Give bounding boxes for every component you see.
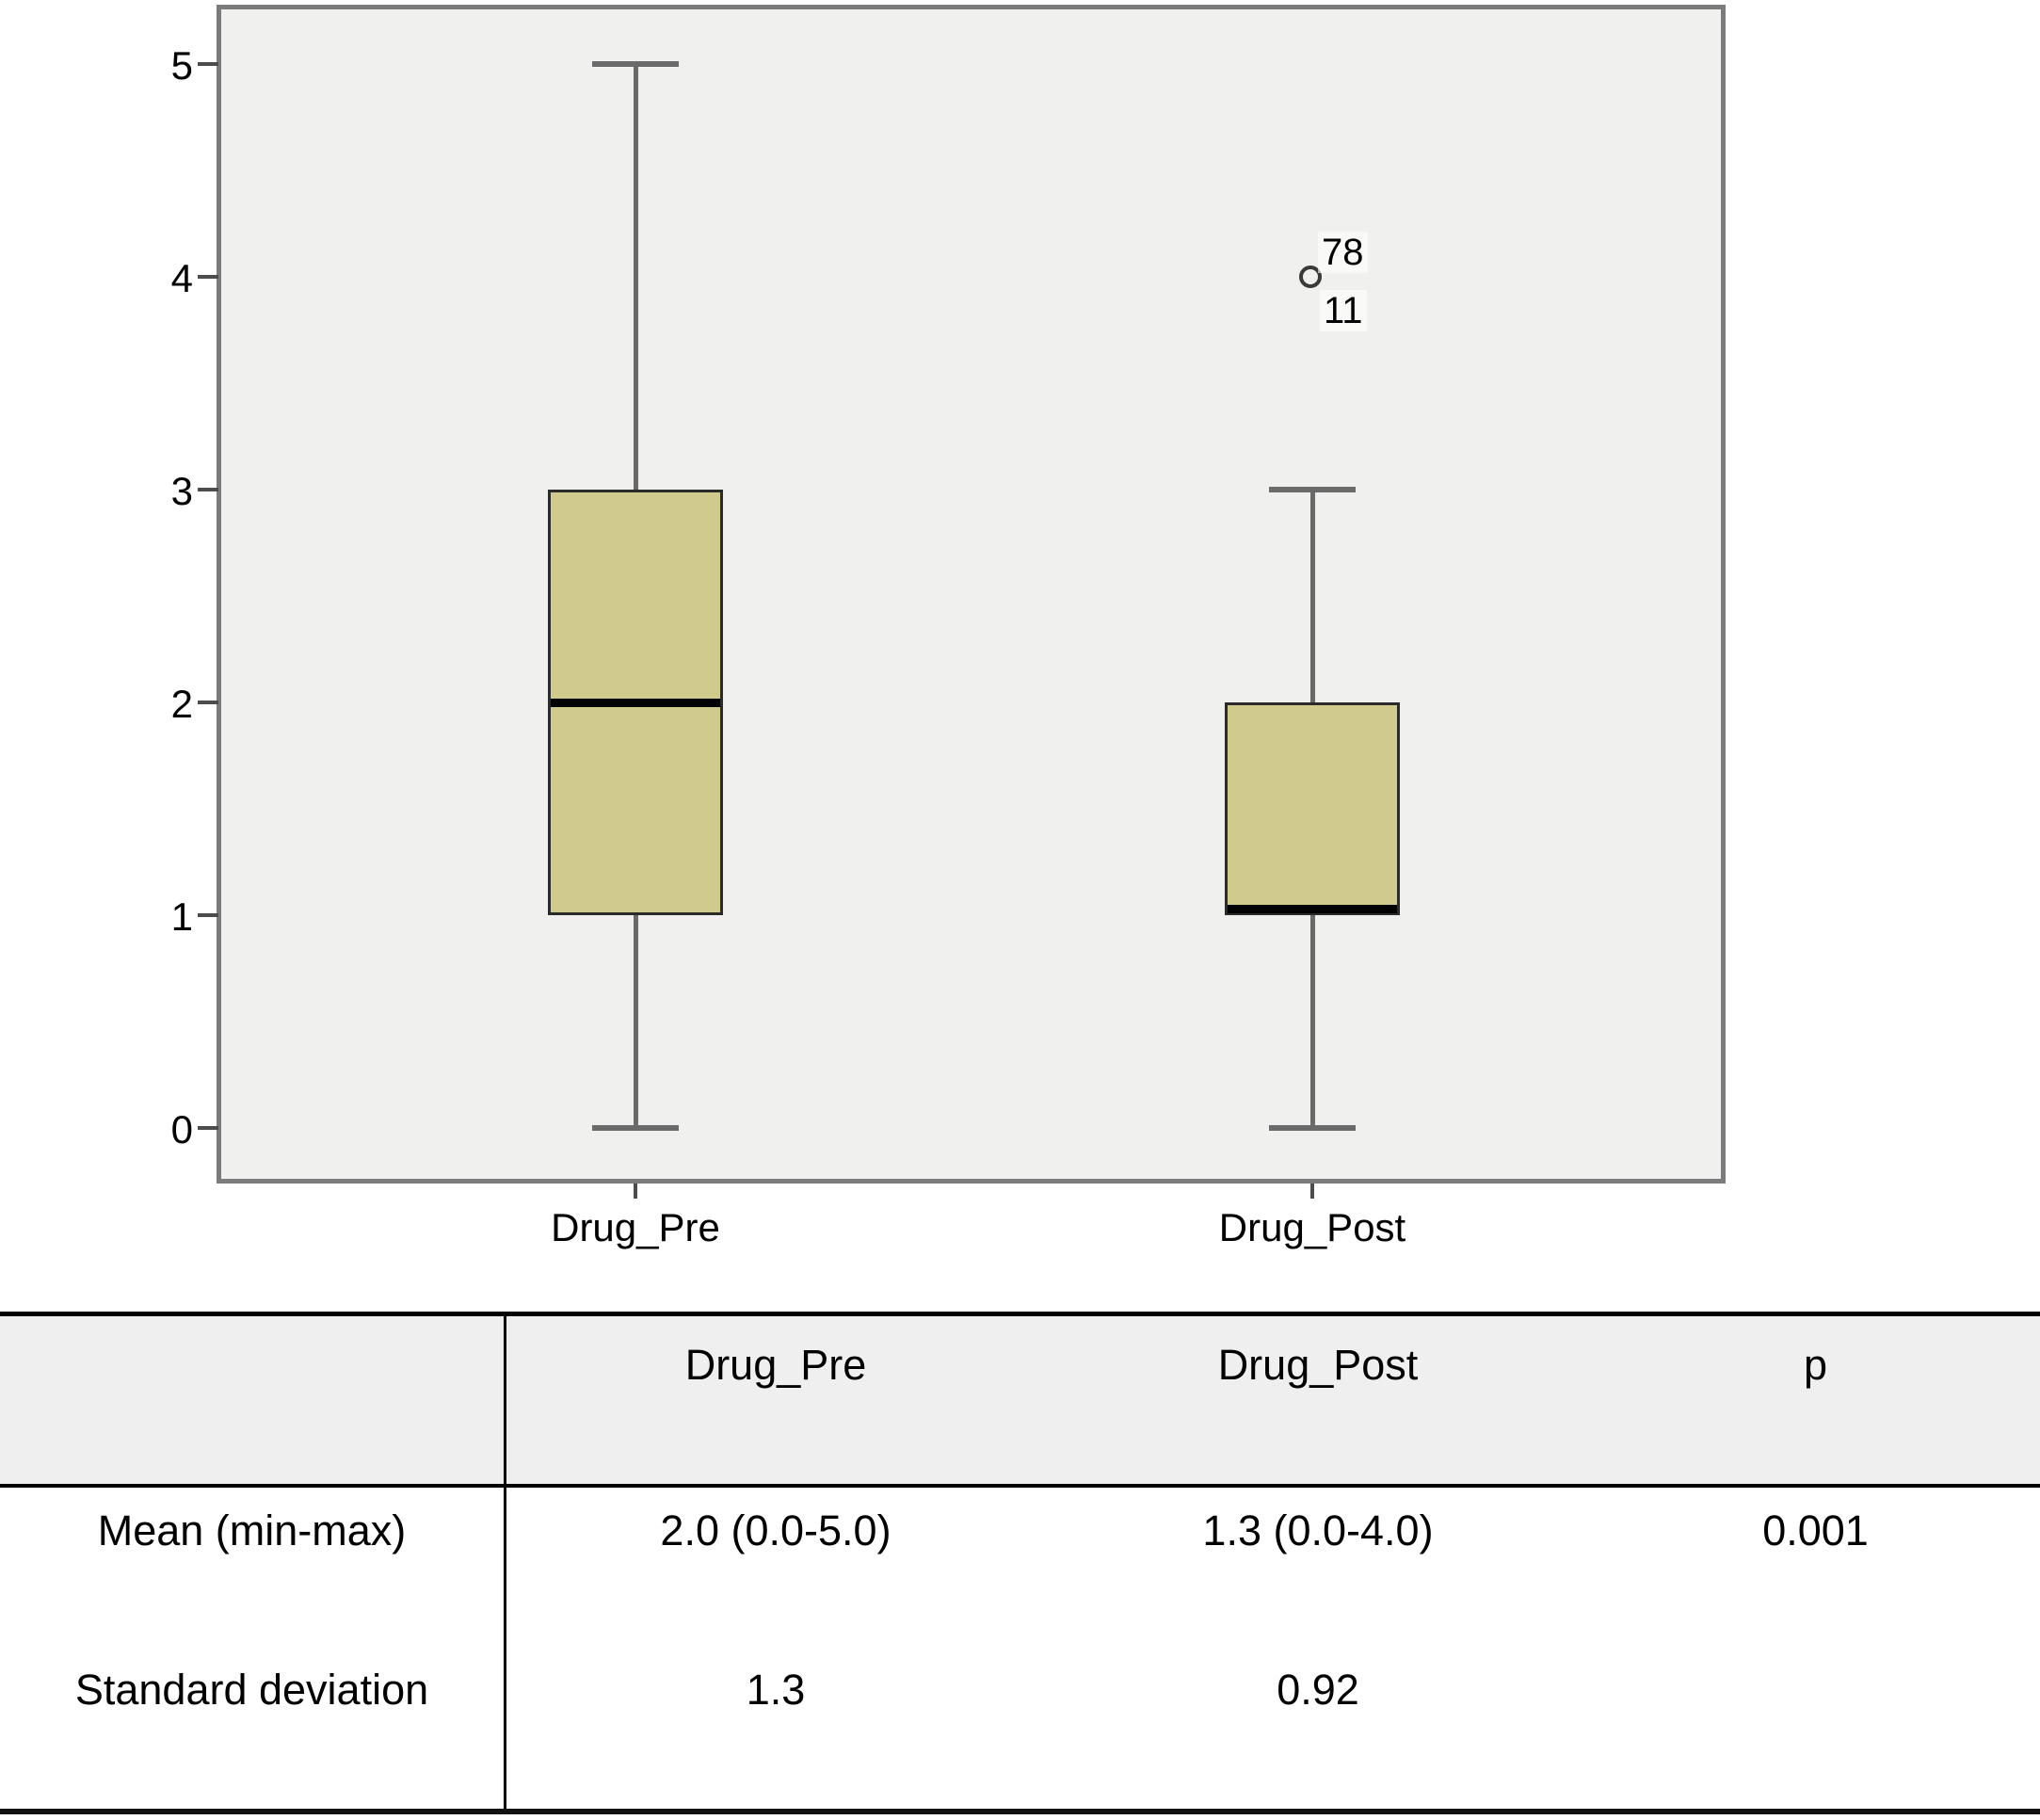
y-tick-label-1: 1 <box>170 894 193 939</box>
upper-whisker-drug_pre <box>634 64 638 490</box>
y-tick-label-0: 0 <box>170 1107 193 1152</box>
mean-drug-post-value: 1.3 (0.0-4.0) <box>1202 1506 1434 1554</box>
y-tick-mark-0 <box>198 1126 218 1130</box>
lower-whisker-drug_post <box>1310 915 1315 1128</box>
y-tick-mark-4 <box>198 275 218 279</box>
row-label-sd: Standard deviation <box>0 1647 506 1809</box>
x-tick-mark-drug_pre <box>634 1184 637 1199</box>
stats-header-drug-post: Drug_Post <box>1217 1341 1419 1389</box>
median-drug_pre <box>551 699 720 707</box>
upper-whisker-cap-drug_pre <box>592 61 679 67</box>
lower-whisker-cap-drug_post <box>1269 1125 1356 1131</box>
stats-row-mean: Mean (min-max) 2.0 (0.0-5.0) 1.3 (0.0-4.… <box>0 1488 2040 1647</box>
stats-table: Drug_Pre Drug_Post p Mean (min-max) 2.0 … <box>0 1312 2040 1814</box>
y-tick-label-4: 4 <box>170 256 193 300</box>
y-tick-mark-3 <box>198 488 218 491</box>
mean-drug-pre-value: 2.0 (0.0-5.0) <box>660 1506 891 1554</box>
outlier-case-label-above-drug_post: 78 <box>1318 232 1368 273</box>
median-drug_post <box>1228 905 1397 913</box>
x-axis-label-drug_post: Drug_Post <box>1218 1205 1406 1249</box>
stats-header-row: Drug_Pre Drug_Post p <box>0 1316 2040 1488</box>
upper-whisker-drug_post <box>1310 490 1315 702</box>
plot-frame <box>217 5 1726 1184</box>
sd-drug-post-value: 0.92 <box>1277 1666 1359 1714</box>
sd-p-value <box>1591 1647 2040 1809</box>
y-tick-label-3: 3 <box>170 469 193 513</box>
y-tick-label-2: 2 <box>170 682 193 726</box>
y-tick-mark-5 <box>198 62 218 66</box>
stats-row-sd: Standard deviation 1.3 0.92 <box>0 1647 2040 1809</box>
x-axis-label-drug_pre: Drug_Pre <box>551 1205 720 1249</box>
y-tick-mark-2 <box>198 701 218 704</box>
lower-whisker-cap-drug_pre <box>592 1125 679 1131</box>
y-tick-mark-1 <box>198 913 218 917</box>
x-tick-mark-drug_post <box>1310 1184 1314 1199</box>
mean-p-value: 0.001 <box>1762 1506 1869 1554</box>
outlier-case-label-below-drug_post: 11 <box>1320 290 1367 331</box>
upper-whisker-cap-drug_post <box>1269 487 1356 492</box>
sd-drug-pre-value: 1.3 <box>746 1666 806 1714</box>
lower-whisker-drug_pre <box>634 915 638 1128</box>
stats-header-p: p <box>1803 1341 1828 1389</box>
box-drug_post <box>1225 702 1400 915</box>
y-tick-label-5: 5 <box>170 43 193 88</box>
row-label-mean: Mean (min-max) <box>0 1488 506 1647</box>
stats-header-drug-pre: Drug_Pre <box>684 1341 867 1389</box>
boxplot-chart: 0 1 2 3 4 5 Drug_Pre Drug_Post 78 11 <box>170 5 1726 1249</box>
stats-header-corner <box>0 1316 506 1484</box>
